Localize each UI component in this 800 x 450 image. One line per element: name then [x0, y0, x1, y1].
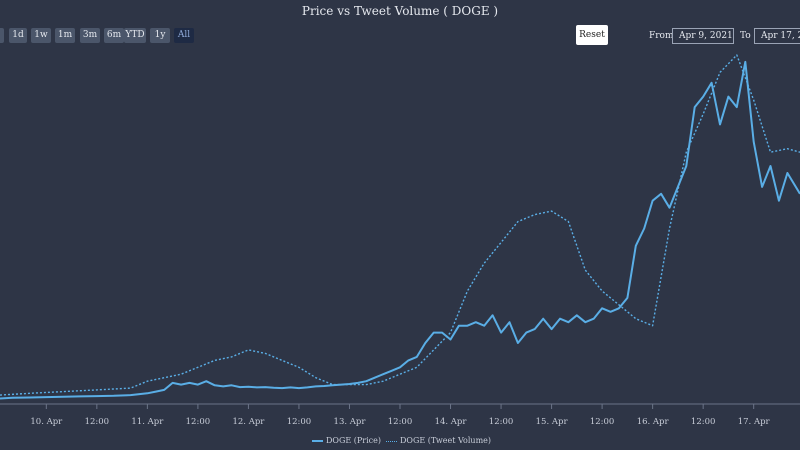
chart-title: Price vs Tweet Volume ( DOGE ): [301, 4, 499, 18]
legend-item-price[interactable]: DOGE (Price): [312, 436, 381, 445]
x-tick-label: 10. Apr: [30, 417, 63, 427]
x-tick-label: 14. Apr: [435, 417, 468, 427]
range-button-all[interactable]: All: [174, 28, 194, 43]
x-tick-label: 12:00: [388, 417, 413, 427]
x-tick-label: 12:00: [186, 417, 211, 427]
range-button-ytd[interactable]: YTD: [124, 28, 146, 43]
x-tick-label: 12:00: [85, 417, 110, 427]
x-tick-label: 13. Apr: [334, 417, 367, 427]
range-button-1d[interactable]: 1d: [9, 28, 27, 43]
x-tick-label: 11. Apr: [131, 417, 164, 427]
x-tick-label: 17. Apr: [738, 417, 771, 427]
to-label: To: [740, 31, 751, 41]
x-tick-label: 12. Apr: [232, 417, 265, 427]
from-date-input[interactable]: Apr 9, 2021: [672, 28, 734, 44]
series-line-tweet-volume: [0, 54, 800, 396]
from-label: From: [649, 31, 674, 41]
x-tick-label: 12:00: [691, 417, 716, 427]
legend-swatch-dotted: [386, 440, 397, 442]
range-button-1m[interactable]: 1m: [55, 28, 75, 43]
x-tick-label: 12:00: [489, 417, 514, 427]
legend-label-tweet-volume: DOGE (Tweet Volume): [400, 436, 492, 445]
range-button-1y[interactable]: 1y: [150, 28, 170, 43]
range-button-1w[interactable]: 1w: [31, 28, 51, 43]
range-button-3m[interactable]: 3m: [80, 28, 100, 43]
to-date-input[interactable]: Apr 17, 2021: [754, 28, 800, 44]
series-line-price: [0, 60, 800, 400]
legend: DOGE (Price) DOGE (Tweet Volume): [0, 436, 800, 448]
legend-item-tweet-volume[interactable]: DOGE (Tweet Volume): [386, 436, 491, 445]
x-tick-label: 12:00: [590, 417, 615, 427]
x-tick-label: 16. Apr: [637, 417, 670, 427]
x-tick-label: 15. Apr: [536, 417, 569, 427]
reset-zoom-button[interactable]: Reset: [576, 25, 608, 45]
legend-label-price: DOGE (Price): [326, 436, 381, 445]
range-button-m[interactable]: m: [0, 28, 4, 43]
range-button-6m[interactable]: 6m: [104, 28, 124, 43]
legend-swatch-solid: [312, 440, 323, 442]
x-tick-label: 12:00: [287, 417, 312, 427]
